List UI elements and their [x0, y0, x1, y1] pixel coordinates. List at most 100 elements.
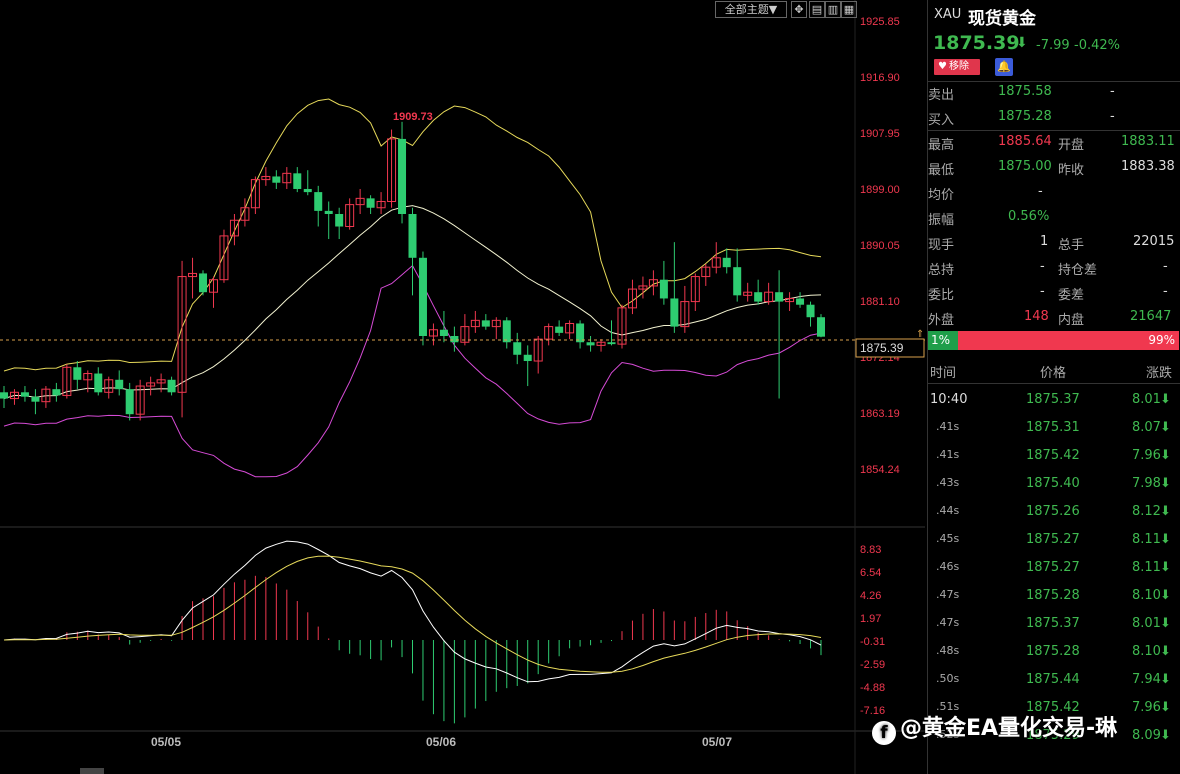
tick-change: 8.10 [1132, 588, 1161, 603]
tick-price: 1875.42 [1026, 700, 1080, 715]
candle-body [293, 173, 302, 189]
tick-change: 8.12 [1132, 504, 1161, 519]
high-open-row: 最高 1885.64 开盘 1883.11 [928, 134, 1175, 153]
tick-row: .48s 1875.28 8.10 ⬇ [928, 638, 1180, 666]
candle-body [481, 320, 490, 327]
wb-row: 委比 - 委差 - [928, 284, 1168, 303]
hold-row: 总持 - 持仓差 - [928, 259, 1168, 278]
tick-change: 8.01 [1132, 392, 1161, 407]
tick-time: 10:40 [930, 392, 968, 407]
candle-body [690, 276, 700, 303]
candle-body [607, 342, 616, 345]
quote-panel: XAU 现货黄金 1875.39 ⬇ -7.99 -0.42% ♥ 移除 🔔 卖出… [927, 0, 1180, 774]
chart-layout-icon[interactable]: ▤ [809, 1, 825, 18]
tick-change: 8.10 [1132, 644, 1161, 659]
tick-time: .44s [936, 504, 960, 517]
sell-row: 卖出 1875.58 - [928, 84, 1115, 103]
kline-chart[interactable]: 1925.85 1916.90 1907.95 1899.00 1890.05 1881.… [0, 0, 925, 774]
tick-time: .52s [936, 728, 960, 741]
tick-price: 1875.44 [1026, 672, 1080, 687]
chart-restore-icon[interactable]: ▦ [841, 1, 857, 18]
tick-time: .41s [936, 420, 960, 433]
candle-body [460, 326, 470, 343]
hand-row: 现手 1 总手 22015 [928, 234, 1175, 253]
down-arrow-icon: ⬇ [1016, 35, 1028, 51]
candle-body [376, 200, 386, 209]
buy-sell-ratio-bar: 1% 99% [928, 331, 1179, 350]
tick-change: 8.11 [1132, 532, 1161, 547]
candle-body [775, 292, 784, 302]
candle-body [115, 379, 124, 390]
candle-body [104, 379, 114, 393]
candle-body [533, 338, 543, 362]
macd-dea-line [3, 555, 822, 673]
time-axis: 05/05 05/06 05/07 [151, 735, 732, 749]
candle-body [188, 272, 198, 278]
candle-body [555, 326, 564, 333]
candle-body [817, 317, 825, 337]
down-arrow-icon: ⬇ [1160, 560, 1171, 575]
last-price: 1875.39 [933, 32, 1020, 54]
macd-panel [3, 540, 822, 724]
facebook-icon: f [872, 721, 896, 745]
candle-body [73, 367, 82, 380]
candle-body [345, 204, 355, 228]
candle-body [303, 188, 312, 193]
price-change-pct: -0.42% [1074, 38, 1120, 53]
candle-body [513, 342, 522, 355]
candle-body [576, 323, 585, 343]
ticks-header: 时间 价格 涨跌 [930, 366, 1173, 381]
tick-price: 1875.28 [1026, 588, 1080, 603]
candle-body [240, 207, 250, 221]
tick-time: .48s [936, 644, 960, 657]
down-arrow-icon: ⬇ [1160, 644, 1171, 659]
tick-change: 7.94 [1132, 672, 1161, 687]
candle-body [398, 138, 407, 215]
alert-bell-button[interactable]: 🔔 [995, 58, 1013, 76]
bollinger-upper [3, 98, 822, 372]
candle-body [314, 192, 323, 211]
candle-body [638, 285, 648, 290]
tick-row: .47s 1875.37 8.01 ⬇ [928, 610, 1180, 638]
tick-price: 1875.27 [1026, 560, 1080, 575]
tick-price: 1875.37 [1026, 392, 1080, 407]
tick-change: 8.09 [1132, 728, 1161, 743]
candle-body [9, 391, 19, 400]
candle-body [743, 291, 753, 296]
tick-row: .51s 1875.42 7.96 ⬇ [928, 694, 1180, 722]
remove-watchlist-button[interactable]: ♥ 移除 [934, 59, 980, 75]
tick-price: 1875.28 [1026, 644, 1080, 659]
macd-tick-label: 6.54 [860, 567, 881, 579]
tick-price: 1875.42 [1026, 448, 1080, 463]
candle-body [208, 279, 218, 293]
candle-body [0, 392, 8, 399]
tick-change: 8.11 [1132, 560, 1161, 575]
chart-indicator-icon[interactable]: ▥ [825, 1, 841, 18]
candle-body [387, 138, 397, 202]
price-tick-label: 1916.90 [860, 72, 900, 84]
macd-tick-label: 8.83 [860, 544, 881, 556]
tick-time: .45s [936, 532, 960, 545]
candle-body [670, 298, 679, 327]
price-tick-label: 1925.85 [860, 16, 900, 28]
down-arrow-icon: ⬇ [1160, 392, 1171, 407]
candle-body [199, 273, 208, 293]
tick-row: .41s 1875.31 8.07 ⬇ [928, 414, 1180, 442]
tick-row: .52s 1875.29 8.09 ⬇ [928, 722, 1180, 750]
candle-body [355, 197, 365, 206]
candle-body [596, 341, 606, 346]
candle-body [796, 298, 805, 305]
crosshair-icon[interactable]: ✥ [791, 1, 807, 18]
candle-body [659, 279, 668, 299]
candle-body [335, 214, 344, 227]
current-price-label: 1875.39 [860, 341, 904, 355]
tick-change: 7.96 [1132, 700, 1161, 715]
theme-dropdown[interactable]: 全部主题▼ [715, 1, 787, 18]
candle-body [250, 179, 260, 209]
tick-time: .43s [936, 476, 960, 489]
tick-price: 1875.29 [1026, 728, 1080, 743]
date-label: 05/05 [151, 735, 181, 749]
tick-time: .50s [936, 672, 960, 685]
candle-body [418, 257, 427, 336]
candle-body [62, 366, 72, 396]
